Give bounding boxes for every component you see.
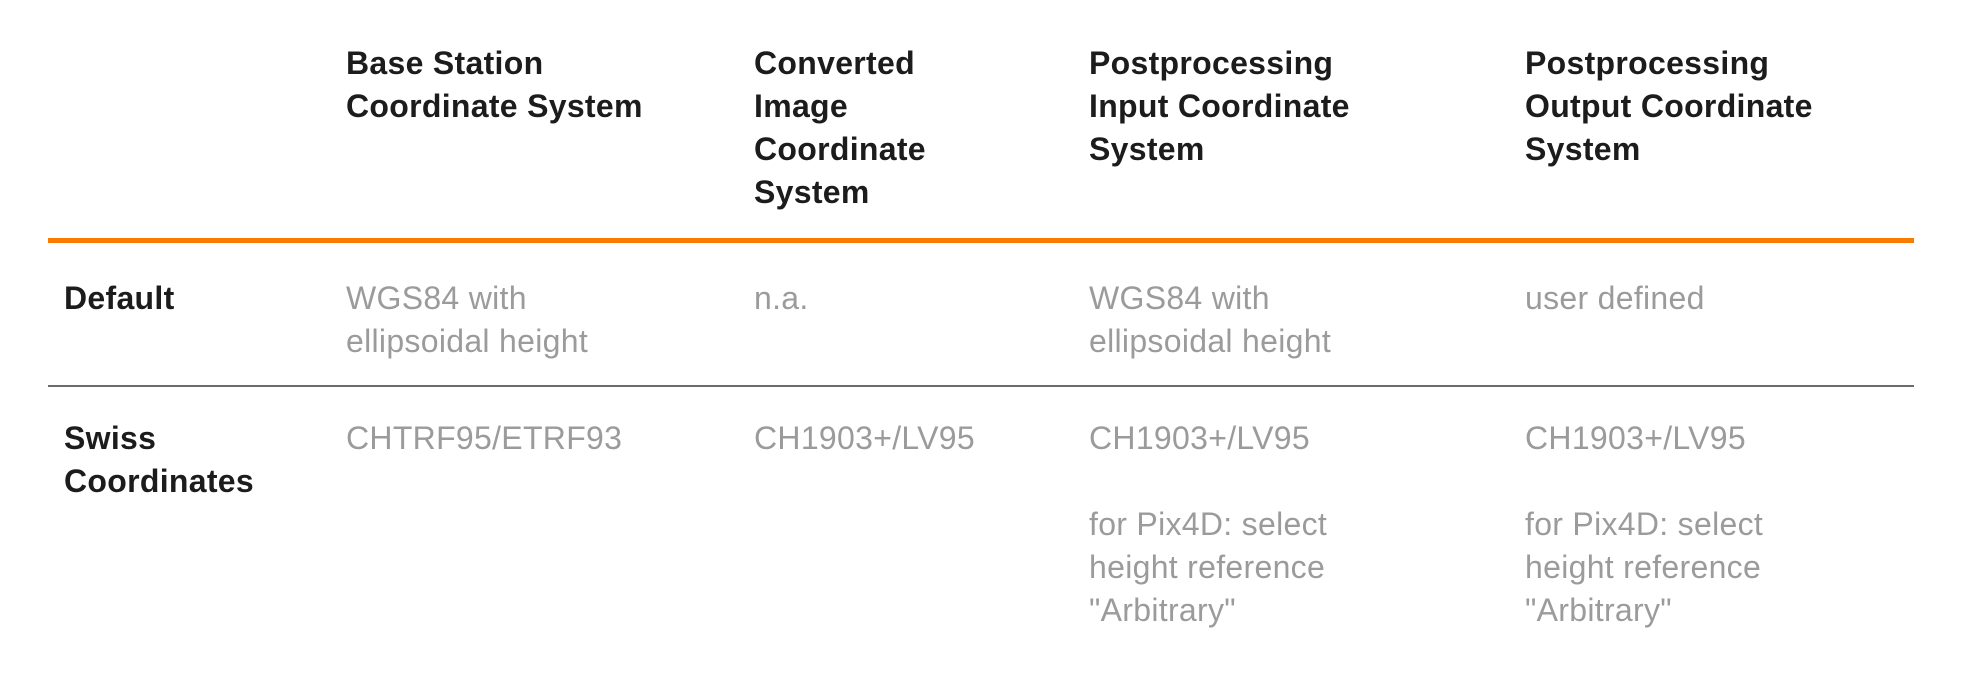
- table-row-default: Default WGS84 with ellipsoidal height n.…: [48, 240, 1914, 387]
- header-cell-postprocessing-output: Postprocessing Output Coordinate System: [1509, 0, 1914, 243]
- coordinate-systems-table: Base Station Coordinate System Converted…: [48, 0, 1914, 632]
- cell-swiss-postprocessing-output: CH1903+/LV95 for Pix4D: select height re…: [1525, 420, 1764, 628]
- header-cell-empty: [48, 0, 330, 243]
- cell-default-postprocessing-output: user defined: [1509, 240, 1914, 387]
- cell-swiss-postprocessing-input: CH1903+/LV95 for Pix4D: select height re…: [1089, 420, 1328, 628]
- cell-swiss-base-station: CHTRF95/ETRF93: [346, 420, 623, 456]
- cell-default-converted-image: n.a.: [738, 240, 1073, 387]
- header-cell-base-station: Base Station Coordinate System: [330, 0, 738, 243]
- coordinate-systems-table-wrap: Base Station Coordinate System Converted…: [48, 0, 1914, 632]
- header-cell-converted-image: Converted Image Coordinate System: [738, 0, 1073, 243]
- cell-default-base-station: WGS84 with ellipsoidal height: [330, 240, 738, 387]
- cell-swiss-converted-image: CH1903+/LV95: [754, 420, 975, 456]
- table-row-swiss-coordinates: Swiss Coordinates CHTRF95/ETRF93 CH1903+…: [48, 386, 1914, 632]
- row-label-swiss-coordinates: Swiss Coordinates: [64, 420, 254, 499]
- header-cell-postprocessing-input: Postprocessing Input Coordinate System: [1073, 0, 1509, 243]
- row-label-default: Default: [48, 240, 330, 387]
- header-row: Base Station Coordinate System Converted…: [48, 0, 1914, 243]
- cell-default-postprocessing-input: WGS84 with ellipsoidal height: [1073, 240, 1509, 387]
